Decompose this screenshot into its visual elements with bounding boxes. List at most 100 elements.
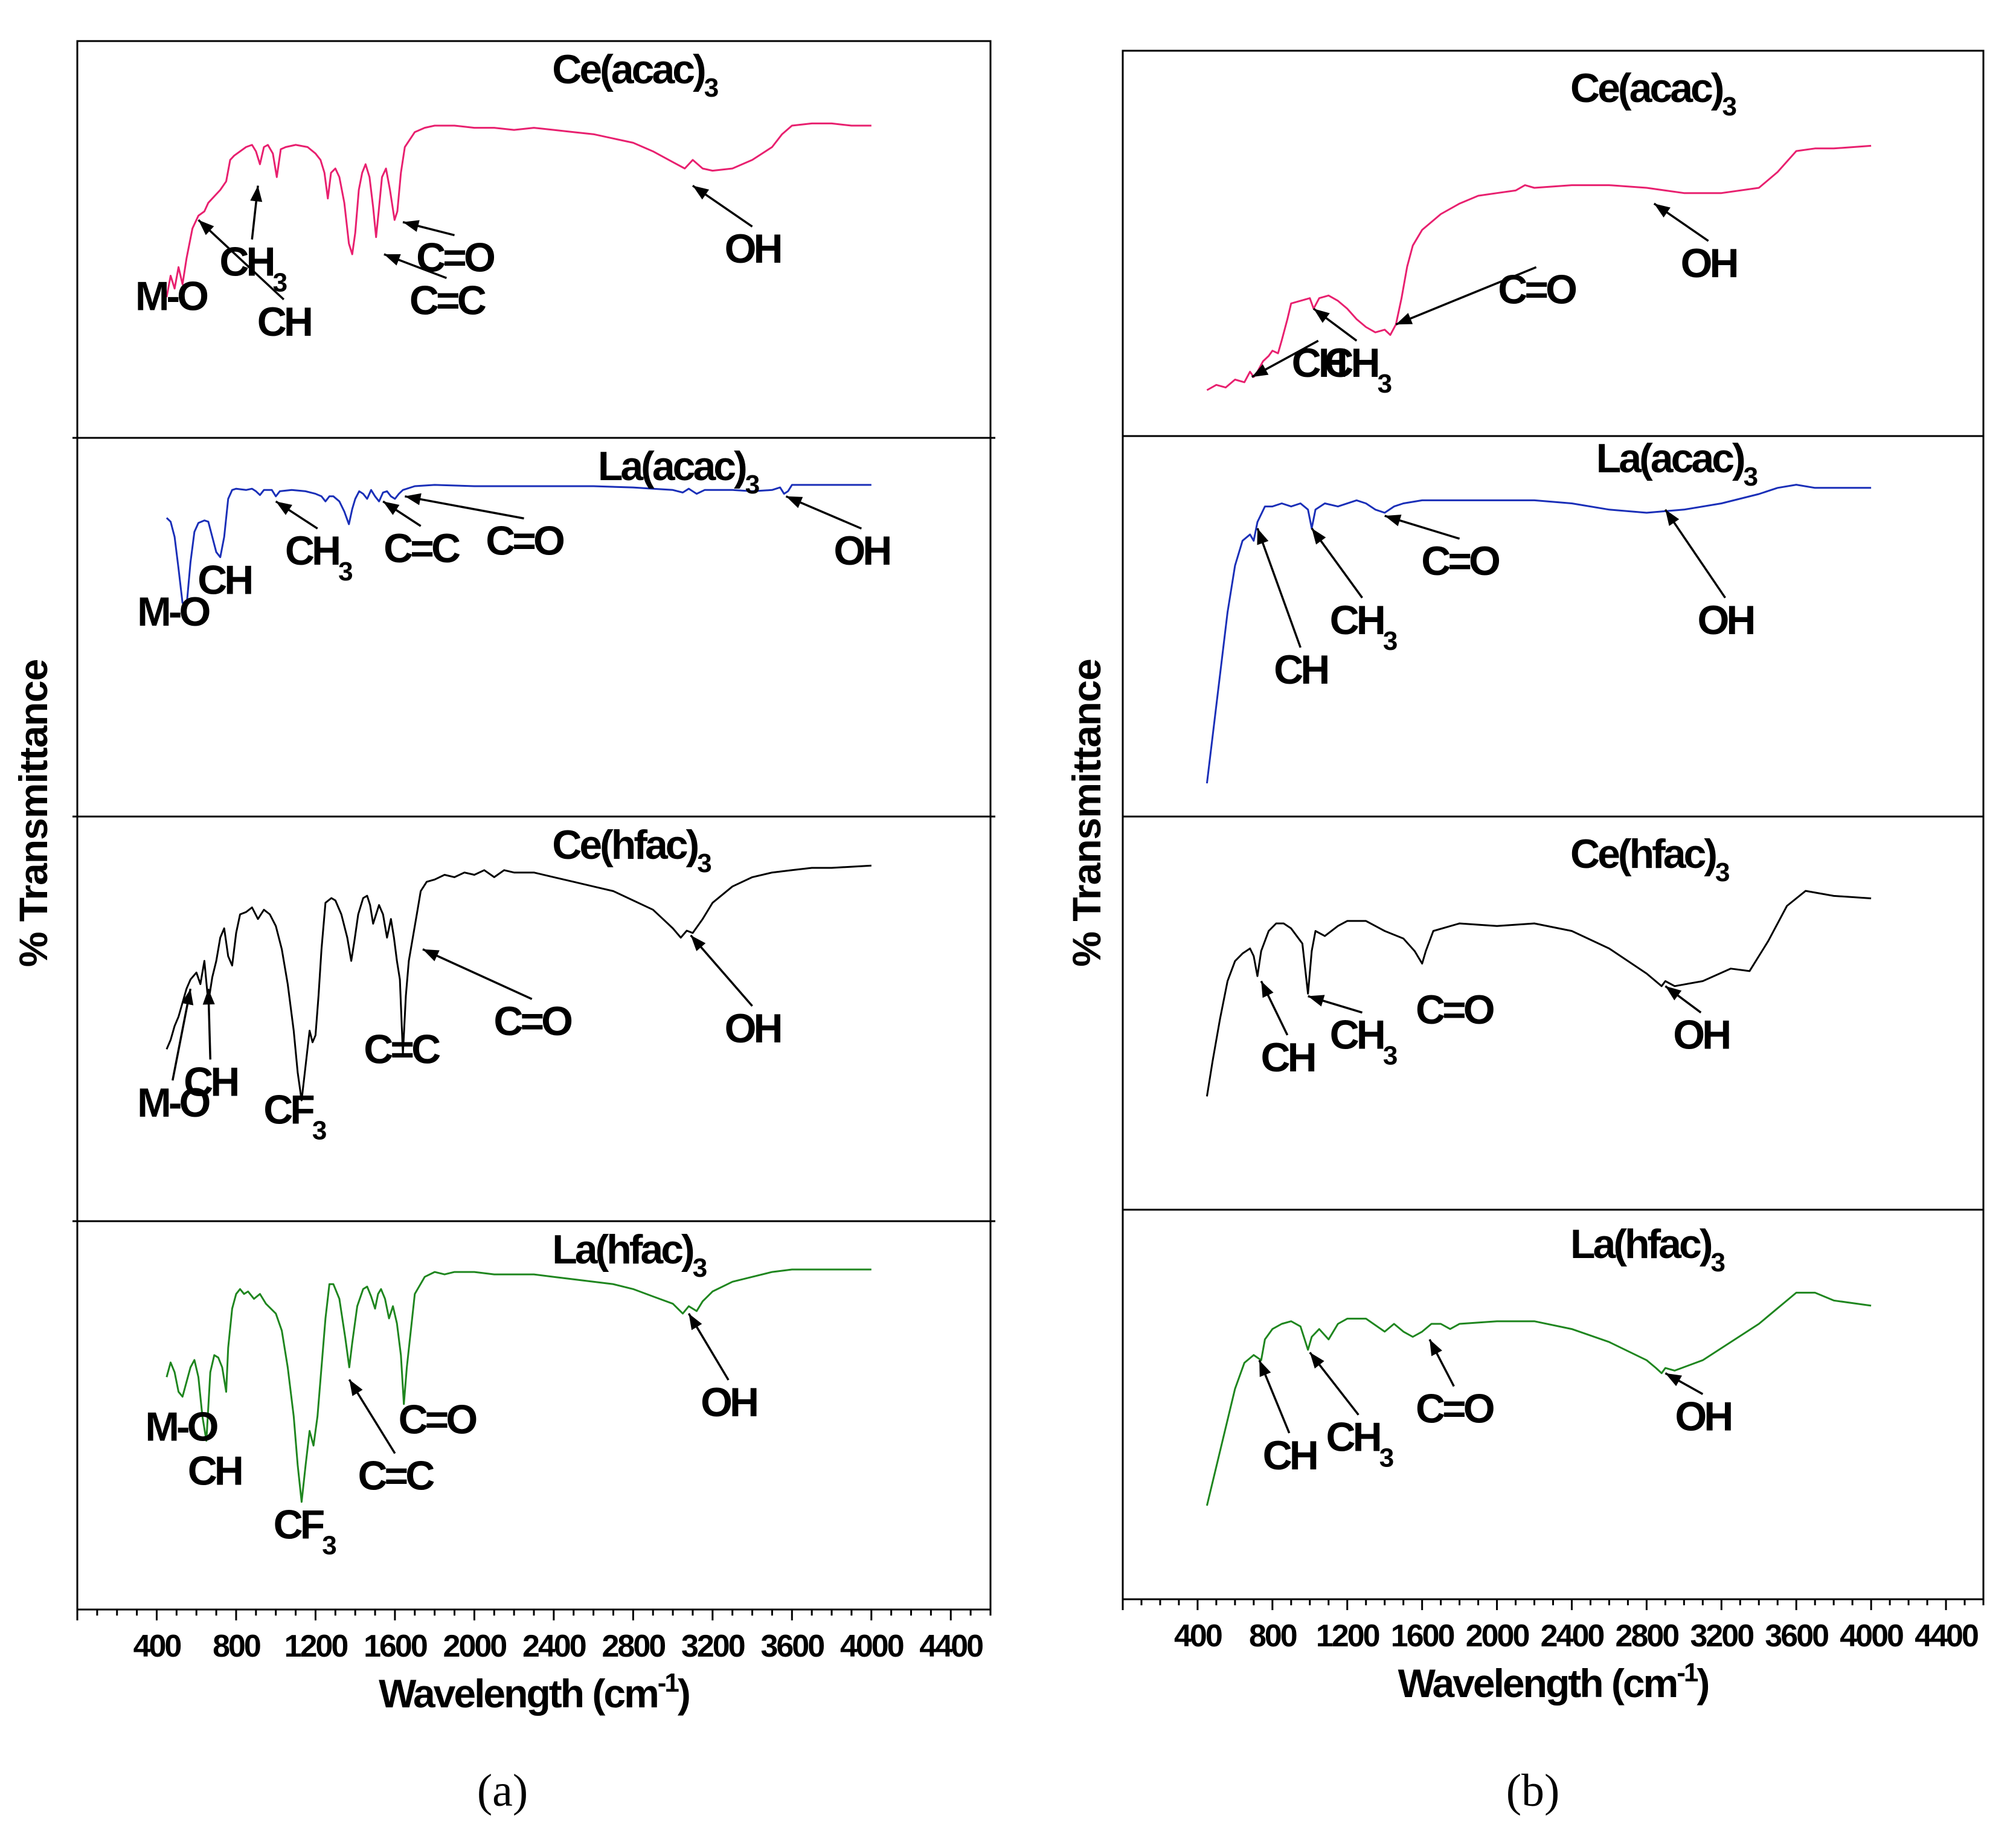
annotation-text: M-O	[137, 1080, 210, 1126]
x-axis-label: Wavelength (cm-1)	[379, 1668, 689, 1716]
annotation-label: M-O	[145, 1404, 217, 1450]
x-axis-label-text: Wavelength (cm	[379, 1671, 658, 1716]
series-label-text: Ce(acac)	[1570, 65, 1723, 111]
x-axis-label-sup: -1	[658, 1668, 679, 1698]
annotation-arrow	[197, 219, 285, 301]
annotation-label: CH	[1274, 647, 1327, 693]
annotation-text: C=O	[1416, 1385, 1494, 1431]
annotation-text: CH	[285, 528, 339, 574]
annotation-sub: 3	[1383, 1041, 1397, 1071]
annotation-label: CH	[1263, 1433, 1317, 1478]
series-label-text: Ce(hfac)	[552, 822, 698, 868]
annotation-label: CH	[1292, 340, 1346, 386]
annotation-arrowhead	[1261, 981, 1274, 998]
x-tick-label: 2000	[1466, 1619, 1529, 1654]
series-label: Ce(hfac)3	[1570, 831, 1729, 887]
annotation-text: C=O	[486, 518, 564, 563]
x-tick-label: 400	[133, 1629, 181, 1664]
series-label-sub: 3	[1744, 462, 1758, 492]
annotation-arrowhead	[1430, 1339, 1442, 1356]
x-axis-label: Wavelength (cm-1)	[1398, 1658, 1709, 1706]
annotation-arrowhead	[250, 185, 263, 202]
annotation-sub: 3	[338, 557, 352, 586]
annotation-arrowhead	[692, 185, 710, 200]
y-axis-label: % Transmittance	[1064, 659, 1109, 967]
annotation-arrowhead	[383, 501, 400, 515]
series-line-La(hfac)3	[165, 1268, 872, 1503]
annotation-text: CH	[1330, 597, 1384, 643]
series-label-sub: 3	[704, 73, 718, 103]
annotation-arrow	[405, 495, 524, 520]
annotation-text: CH	[1330, 1012, 1384, 1058]
x-tick-label: 2400	[1541, 1619, 1604, 1654]
series-line-La(acac)3	[165, 484, 872, 608]
annotation-label: M-O	[135, 273, 208, 319]
annotation-text: OH	[701, 1379, 757, 1425]
chart-a: 400 800 1200 1600 2000 2400 2800 3200 3600 4000 44…	[11, 40, 995, 1816]
annotation-label: CH	[257, 299, 311, 345]
annotation-text: OH	[833, 528, 890, 574]
annotation-text: OH	[1675, 1393, 1731, 1439]
annotation-arrowhead	[349, 1379, 363, 1396]
x-tick-label: 800	[1249, 1619, 1297, 1654]
annotation-label: CH3	[1326, 1414, 1393, 1473]
annotation-arrowhead	[1257, 528, 1269, 545]
annotation-arrowhead	[1251, 364, 1269, 377]
series-label: La(acac)3	[598, 443, 759, 499]
x-tick-label: 3600	[760, 1629, 824, 1664]
annotation-sub: 3	[1383, 626, 1397, 656]
series-label-sub: 3	[1722, 92, 1736, 121]
series-label: Ce(acac)3	[552, 47, 718, 103]
annotation-label: CH3	[1324, 340, 1391, 399]
annotation-label: C=O	[416, 234, 495, 280]
annotation-arrowhead	[422, 949, 440, 961]
annotation-text: C=O	[493, 998, 572, 1044]
annotation-arrowhead	[1259, 1360, 1271, 1378]
series-label: La(acac)3	[1596, 435, 1758, 492]
series-label-text: Ce(acac)	[552, 47, 705, 92]
series-label: Ce(acac)3	[1570, 65, 1736, 121]
annotation-text: CH	[188, 1448, 242, 1494]
annotation-arrowhead	[384, 254, 401, 266]
annotation-text: OH	[1681, 240, 1737, 286]
annotation-label: CH3	[1330, 597, 1397, 656]
annotation-arrowhead	[181, 989, 194, 1006]
annotation-label: CH	[184, 1059, 237, 1105]
annotation-arrowhead	[202, 989, 215, 1005]
x-tick-label: 4000	[1840, 1619, 1903, 1654]
annotation-text: C=C	[364, 1026, 440, 1072]
annotation-label: C=O	[1416, 987, 1494, 1033]
annotation-arrowhead	[1654, 204, 1671, 218]
annotation-label: C=O	[1498, 266, 1576, 312]
x-axis-label-text: Wavelength (cm	[1398, 1661, 1677, 1706]
series-label-text: La(hfac)	[552, 1227, 693, 1273]
annotation-label: CH	[197, 557, 251, 603]
annotation-text: CF	[274, 1502, 324, 1548]
x-tick-label: 4400	[1915, 1619, 1978, 1654]
annotation-text: OH	[1673, 1012, 1729, 1058]
chart-b: 400 800 1200 1600 2000 2400 2800 3200 3600 4000 44…	[1064, 50, 1985, 1816]
annotation-arrowhead	[198, 220, 214, 236]
series-line-Ce(hfac)3	[1205, 890, 1872, 1097]
annotation-text: C=O	[399, 1396, 477, 1442]
x-tick-label: 400	[1174, 1619, 1222, 1654]
annotation-arrowhead	[275, 501, 292, 515]
annotation-text: C=O	[1421, 538, 1500, 584]
annotation-text: CH	[1292, 340, 1346, 386]
x-tick-label: 2400	[522, 1629, 586, 1664]
annotation-sub: 3	[273, 268, 287, 298]
x-tick-label: 2800	[1616, 1619, 1679, 1654]
annotation-arrowhead	[690, 935, 706, 951]
series-label: Ce(hfac)3	[552, 822, 711, 878]
annotation-text: C=O	[1498, 266, 1576, 312]
x-tick-label: 4000	[840, 1629, 904, 1664]
annotation-text: C=C	[409, 277, 486, 323]
annotation-arrowhead	[1665, 509, 1680, 526]
series-line-Ce(hfac)3	[165, 864, 872, 1102]
series-label-sub: 3	[693, 1253, 707, 1283]
annotation-sub: 3	[1378, 369, 1392, 399]
series-line-Ce(acac)3	[165, 122, 872, 298]
annotation-label: CH	[188, 1448, 242, 1494]
annotation-arrow	[1256, 528, 1302, 648]
annotation-label: C=O	[1421, 538, 1500, 584]
